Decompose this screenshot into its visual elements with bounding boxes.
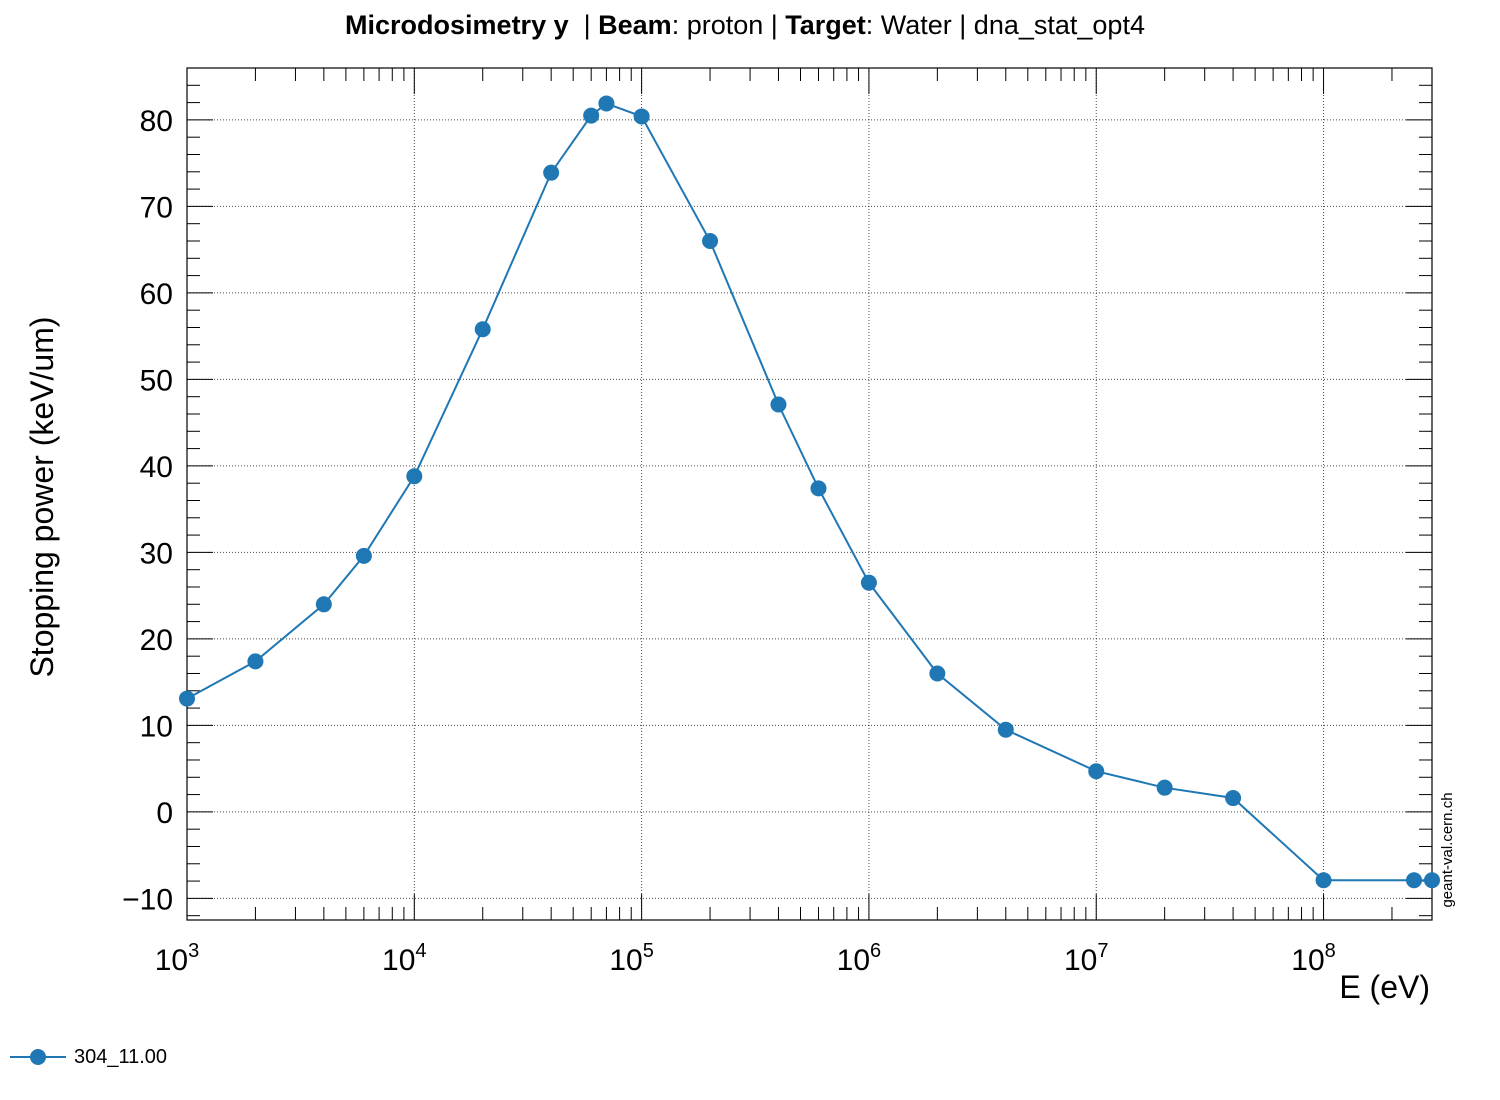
data-point [1424,872,1440,889]
data-point [543,164,560,181]
x-tick-label: 106 [837,940,882,977]
axis-ticks [186,67,1433,920]
legend-marker [10,1049,66,1065]
x-tick-label-exponent: 6 [870,940,881,962]
x-tick-label-exponent: 7 [1097,940,1108,962]
y-tick-label: 50 [140,364,173,397]
data-point [583,107,600,124]
y-tick-label: 70 [140,191,173,224]
grid-lines [186,68,1432,920]
data-series [179,95,1440,889]
x-tick-label: 104 [382,940,427,977]
data-point [179,690,195,707]
plot-frame [186,67,1433,921]
data-point [1088,763,1105,780]
title-part-microdosimetry: Microdosimetry y [345,10,569,40]
title-beam-label: Beam [598,10,672,40]
x-tick-label-exponent: 8 [1325,940,1336,962]
y-tick-label: 20 [140,624,173,657]
data-point [315,596,332,613]
x-tick-label: 103 [155,940,200,977]
title-beam-value: : proton | [671,10,786,40]
x-tick-label-exponent: 3 [188,940,199,962]
x-tick-label: 107 [1064,940,1109,977]
data-point [247,653,264,670]
data-point [1315,872,1332,889]
x-tick-label-base: 10 [382,944,415,977]
title-separator: | [568,10,599,40]
data-point [810,480,827,497]
y-tick-label: 30 [140,537,173,570]
y-tick-label: 0 [156,797,173,830]
y-tick-label: −10 [122,883,173,916]
x-axis-label: E (eV) [1339,969,1430,1005]
x-tick-label-base: 10 [1291,944,1324,977]
x-tick-label-exponent: 5 [643,940,654,962]
data-point [1225,790,1242,807]
y-tick-label: 40 [140,451,173,484]
y-tick-label: 80 [140,105,173,138]
data-point [598,95,615,112]
x-tick-label-base: 10 [1064,944,1097,977]
y-axis-label: Stopping power (keV/um) [24,316,60,677]
chart-title: Microdosimetry y | Beam: proton | Target… [0,10,1490,41]
data-point [929,665,946,682]
x-tick-label: 105 [609,940,654,977]
title-target-label: Target [785,10,866,40]
x-tick-label-base: 10 [609,944,642,977]
y-tick-label: 10 [140,710,173,743]
data-point [406,468,423,485]
y-tick-label: 60 [140,278,173,311]
legend-label: 304_11.00 [74,1045,168,1068]
x-tick-label: 108 [1291,940,1336,977]
legend: 304_11.00 [10,1042,167,1072]
data-point [997,721,1014,738]
x-tick-label-base: 10 [837,944,870,977]
series-line [186,102,1432,882]
data-point [1156,779,1173,796]
data-point [702,232,719,249]
x-tick-label-exponent: 4 [415,940,426,962]
data-point [355,547,372,564]
data-point [1406,872,1423,889]
x-tick-label-base: 10 [155,944,188,977]
title-target-value: : Water | dna_stat_opt4 [865,10,1145,40]
data-point [474,321,491,338]
plot-border [186,67,1433,921]
data-point [770,396,787,413]
watermark-text: geant-val.cern.ch [1439,792,1456,907]
data-point [860,574,877,591]
data-point [633,108,650,125]
